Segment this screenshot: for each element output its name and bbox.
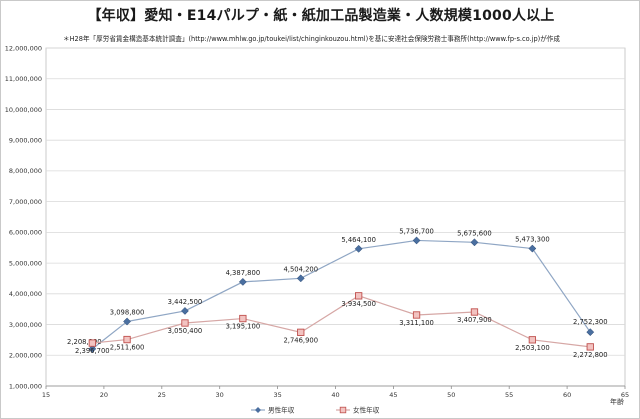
female-point-marker — [586, 343, 594, 351]
series-line — [91, 239, 591, 350]
y-tick-label: 10,000,000 — [5, 106, 42, 114]
male-point-marker — [470, 238, 479, 247]
y-tick-label: 9,000,000 — [9, 136, 42, 144]
female-point-marker — [355, 292, 363, 300]
male-data-label: 5,473,300 — [515, 236, 550, 244]
x-tick-label: 30 — [216, 391, 224, 399]
x-tick-label: 35 — [273, 391, 281, 399]
female-point-marker — [412, 311, 421, 319]
male-data-label: 4,504,200 — [283, 265, 318, 273]
series-line — [92, 295, 591, 348]
male-point-marker — [238, 277, 247, 286]
legend-female-label: 女性年収 — [353, 406, 380, 415]
y-tick-label: 12,000,000 — [5, 44, 42, 52]
male-data-label: 5,464,100 — [341, 236, 376, 244]
chart-subtitle: ＊H28年「厚労省賃金構造基本統計調査」(http://www.mhlw.go.… — [63, 35, 560, 43]
male-point-marker — [528, 244, 537, 253]
female-data-label: 2,396,700 — [75, 347, 110, 355]
y-tick-label: 3,000,000 — [9, 321, 42, 329]
female-point-marker — [239, 314, 247, 323]
female-point-marker — [88, 339, 96, 347]
male-point-marker — [586, 328, 595, 337]
female-data-label: 2,272,800 — [573, 351, 608, 359]
y-tick-label: 8,000,000 — [9, 167, 42, 175]
male-data-label: 2,752,300 — [573, 318, 608, 326]
male-data-label: 4,387,800 — [226, 269, 261, 277]
male-point-marker — [296, 274, 305, 283]
x-tick-label: 20 — [100, 391, 108, 399]
legend-diamond-icon — [255, 407, 261, 413]
female-data-label: 3,050,400 — [168, 327, 203, 335]
male-point-marker — [88, 344, 97, 353]
plot-area — [45, 47, 626, 387]
y-tick-label: 2,000,000 — [9, 352, 42, 360]
y-tick-label: 11,000,000 — [5, 75, 42, 83]
legend-square-icon — [339, 406, 347, 414]
female-data-label: 3,311,100 — [399, 319, 434, 327]
female-data-label: 3,934,500 — [341, 300, 376, 308]
male-point-marker — [181, 306, 189, 315]
y-tick-label: 5,000,000 — [9, 259, 42, 267]
y-tick-label: 6,000,000 — [9, 229, 42, 237]
female-data-label: 2,511,600 — [110, 344, 145, 352]
male-data-label: 2,208,200 — [67, 338, 102, 346]
y-tick-label: 4,000,000 — [9, 290, 42, 298]
x-tick-label: 55 — [505, 391, 513, 399]
female-point-marker — [123, 335, 131, 344]
x-tick-label: 25 — [158, 391, 166, 399]
legend-male-label: 男性年収 — [268, 406, 295, 415]
x-tick-label: 15 — [42, 391, 50, 399]
x-tick-label: 60 — [563, 391, 571, 399]
male-data-label: 5,736,700 — [399, 227, 434, 235]
x-tick-label: 65 — [621, 391, 629, 399]
x-tick-label: 45 — [389, 391, 397, 399]
female-point-marker — [528, 336, 537, 344]
chart-title: 【年収】愛知・E14パルプ・紙・紙加工品製造業・人数規模1000人以上 — [87, 8, 555, 24]
female-point-marker — [470, 308, 479, 316]
male-data-label: 3,098,800 — [110, 309, 145, 317]
female-point-marker — [181, 319, 189, 327]
y-tick-label: 7,000,000 — [9, 198, 42, 206]
female-data-label: 2,746,900 — [283, 336, 318, 344]
female-point-marker — [297, 328, 305, 336]
female-data-label: 2,503,100 — [515, 344, 550, 352]
x-tick-label: 50 — [447, 391, 455, 399]
y-tick-label: 1,000,000 — [9, 382, 42, 390]
x-tick-label: 40 — [331, 391, 339, 399]
female-data-label: 3,195,100 — [226, 323, 261, 331]
male-point-marker — [412, 236, 421, 245]
male-point-marker — [354, 244, 363, 253]
female-data-label: 3,407,900 — [457, 316, 492, 324]
male-data-label: 5,675,600 — [457, 229, 492, 237]
male-point-marker — [123, 317, 132, 326]
x-axis-title: 年齢 — [610, 397, 624, 406]
male-data-label: 3,442,500 — [168, 298, 203, 306]
